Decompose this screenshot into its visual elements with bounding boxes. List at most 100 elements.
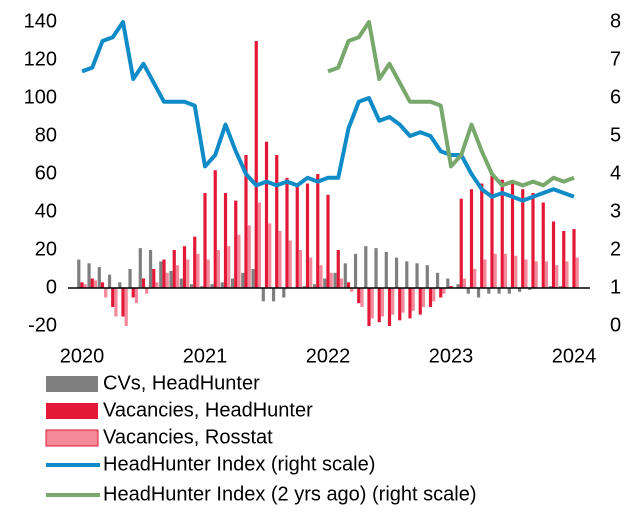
bar <box>118 282 122 288</box>
bar <box>254 41 258 288</box>
bar <box>432 288 436 302</box>
bar <box>370 288 374 319</box>
bar <box>497 288 501 294</box>
bar <box>302 286 306 288</box>
bar <box>544 261 549 288</box>
bar <box>528 288 532 290</box>
bar <box>480 183 484 288</box>
x-tick-label: 2021 <box>183 345 228 367</box>
bar <box>210 284 214 288</box>
bar <box>336 250 340 288</box>
y2-tick-label: 1 <box>610 276 621 298</box>
bar <box>425 265 429 288</box>
bar <box>326 194 330 288</box>
y2-tick-label: 0 <box>610 314 621 336</box>
y-tick-label: 100 <box>24 86 57 108</box>
bar <box>124 288 128 326</box>
bar <box>473 269 477 288</box>
bar <box>401 288 405 313</box>
bar <box>80 282 84 288</box>
bar <box>298 250 303 288</box>
bar <box>418 288 422 315</box>
bar <box>462 278 467 288</box>
bar <box>446 278 450 288</box>
bar <box>203 193 207 288</box>
bar <box>384 251 388 288</box>
bar <box>145 288 149 294</box>
bar <box>152 269 156 288</box>
bar <box>159 261 163 288</box>
bar <box>360 288 364 307</box>
bar <box>193 236 197 288</box>
legend-label: Vacancies, Rosstat <box>103 426 273 448</box>
bar <box>449 286 453 288</box>
bar <box>357 288 361 304</box>
bar <box>316 174 320 288</box>
bar <box>476 288 481 298</box>
bar <box>346 282 351 288</box>
y-tick-label: 20 <box>35 238 57 260</box>
bar <box>490 175 494 288</box>
bar <box>380 288 385 317</box>
bar <box>343 263 347 288</box>
bar <box>111 288 115 307</box>
bar <box>517 288 522 292</box>
bar <box>114 288 118 317</box>
bar <box>220 282 224 288</box>
legend-label: HeadHunter Index (right scale) <box>103 453 375 475</box>
bar <box>131 288 135 298</box>
bar <box>128 269 132 288</box>
bar <box>367 288 371 326</box>
bar <box>134 288 139 304</box>
bar <box>555 265 559 288</box>
bar <box>288 240 292 288</box>
bar <box>104 288 108 298</box>
y2-tick-label: 2 <box>610 238 621 260</box>
bar <box>271 288 276 302</box>
bar <box>421 288 426 307</box>
bar <box>333 272 337 288</box>
y-tick-label: 120 <box>24 48 57 70</box>
bar <box>415 263 419 288</box>
bar <box>261 288 265 302</box>
bar <box>493 253 497 288</box>
bar <box>141 278 146 288</box>
bar <box>466 288 470 294</box>
x-tick-label: 2020 <box>60 345 105 367</box>
bar <box>121 288 125 317</box>
bar <box>353 253 358 288</box>
bar <box>93 280 98 288</box>
y2-tick-label: 5 <box>610 124 621 146</box>
bar <box>305 183 310 288</box>
bar <box>503 253 508 288</box>
bar <box>237 234 241 288</box>
bar <box>507 288 511 294</box>
legend-swatch <box>46 376 98 392</box>
bar <box>541 202 545 288</box>
bar <box>439 288 443 298</box>
bar <box>87 263 91 288</box>
bar <box>398 288 402 321</box>
bar <box>411 288 415 311</box>
y-tick-label: 0 <box>46 276 57 298</box>
bar <box>230 278 235 288</box>
bar <box>189 284 194 288</box>
y2-tick-label: 3 <box>610 200 621 222</box>
legend-label: HeadHunter Index (2 yrs ago) (right scal… <box>103 483 477 505</box>
bar <box>227 246 231 288</box>
bar <box>179 278 183 288</box>
bar <box>483 259 487 288</box>
bar <box>329 272 333 288</box>
bar <box>97 267 101 288</box>
bar <box>339 278 344 288</box>
y2-tick-label: 4 <box>610 162 621 184</box>
bar <box>565 261 569 288</box>
bar <box>77 259 81 288</box>
y-tick-label: 60 <box>35 162 57 184</box>
bar <box>278 231 282 288</box>
bar <box>323 278 327 288</box>
bar <box>169 270 173 288</box>
bar <box>469 189 474 288</box>
bar <box>562 231 566 288</box>
